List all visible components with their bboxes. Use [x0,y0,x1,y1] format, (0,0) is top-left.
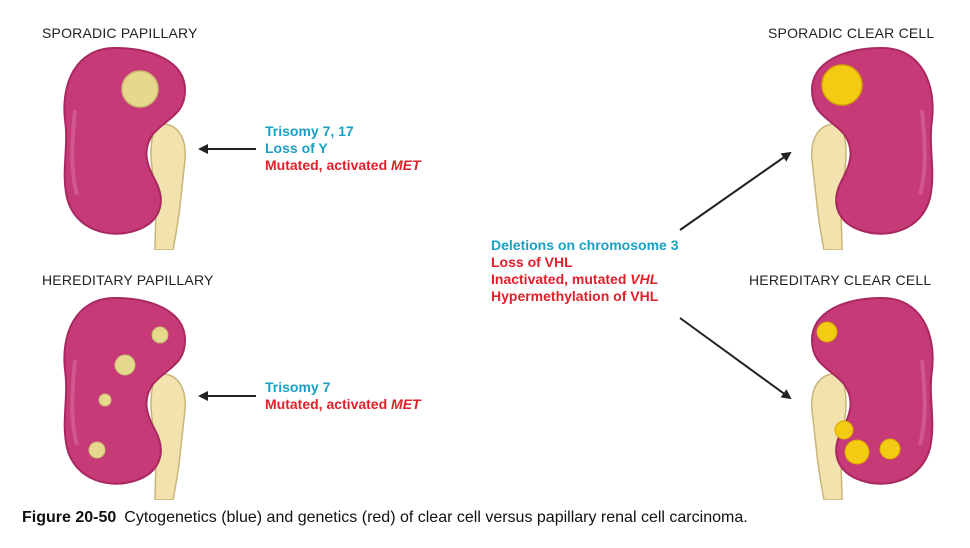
hereditary-clear-cell-kidney [810,296,934,500]
gene-name: MET [391,157,421,173]
hereditary-papillary-notes: Trisomy 7 Mutated, activated MET [265,379,421,413]
genetic-note: Inactivated, mutated VHL [491,271,678,288]
tumor [821,64,863,106]
cytogenetic-note: Deletions on chromosome 3 [491,237,679,253]
genetic-note: Loss of VHL [491,254,573,270]
caption-text: Cytogenetics (blue) and genetics (red) o… [124,509,748,526]
cytogenetic-note: Trisomy 7 [265,379,331,395]
sporadic-papillary-kidney [63,46,187,250]
sporadic-papillary-notes: Trisomy 7, 17 Loss of Y Mutated, activat… [265,123,421,174]
tumor [816,321,838,343]
ureter [150,373,186,500]
arrow-to-hereditary-clear-cell [679,317,792,400]
ureter [150,123,186,250]
genetic-note: Hypermethylation of VHL [491,288,659,304]
kidney-body [63,296,187,485]
tumor [844,439,870,465]
tumor [879,438,901,460]
tumor [98,393,112,407]
hereditary-clear-cell-title: HEREDITARY CLEAR CELL [749,272,932,288]
cytogenetic-note: Loss of Y [265,140,328,156]
hereditary-papillary-kidney [63,296,187,500]
figure-caption: Figure 20-50 Cytogenetics (blue) and gene… [22,509,748,527]
tumor [121,70,159,108]
clear-cell-notes: Deletions on chromosome 3 Loss of VHL In… [491,237,678,305]
genetic-note-text: Mutated, activated [265,157,392,173]
ureter [811,123,847,250]
genetic-note: Mutated, activated MET [265,396,421,413]
arrow-to-sporadic-clear-cell [679,151,792,231]
tumor [834,420,854,440]
tumor [88,441,106,459]
sporadic-clear-cell-kidney [810,46,934,250]
hereditary-papillary-title: HEREDITARY PAPILLARY [42,272,214,288]
tumor [151,326,169,344]
genetic-note: Mutated, activated MET [265,157,421,174]
figure-label: Figure 20-50 [22,509,117,526]
genetic-note-text: Inactivated, mutated [491,271,631,287]
tumor [114,354,136,376]
gene-name: VHL [630,271,659,287]
sporadic-papillary-title: SPORADIC PAPILLARY [42,25,198,41]
cytogenetic-note: Trisomy 7, 17 [265,123,354,139]
gene-name: MET [391,396,421,412]
sporadic-clear-cell-title: SPORADIC CLEAR CELL [768,25,935,41]
genetic-note-text: Mutated, activated [265,396,392,412]
